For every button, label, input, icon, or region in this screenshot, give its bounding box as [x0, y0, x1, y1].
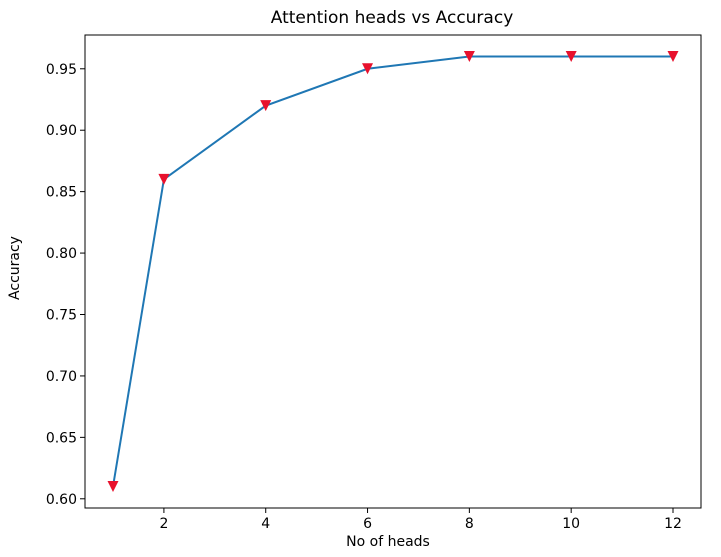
- y-tick-label: 0.95: [46, 62, 77, 78]
- y-tick-label: 0.85: [46, 185, 77, 201]
- y-tick-label: 0.65: [46, 430, 77, 446]
- x-axis-title: No of heads: [346, 534, 430, 550]
- x-tick-label: 2: [159, 516, 168, 532]
- data-point-marker: [107, 481, 119, 492]
- data-point-marker: [667, 51, 679, 62]
- y-tick-label: 0.70: [46, 369, 77, 385]
- data-point-marker: [158, 173, 170, 185]
- x-tick-label: 4: [261, 516, 270, 532]
- x-axis: 2 4 6 8 10 12: [159, 508, 682, 532]
- y-tick-label: 0.90: [46, 123, 77, 139]
- x-tick-label: 6: [363, 516, 372, 532]
- series-line: [112, 55, 673, 487]
- y-axis: 0.60 0.65 0.70 0.75 0.80 0.85 0.90 0.95: [46, 62, 85, 508]
- y-tick-label: 0.80: [46, 246, 77, 262]
- marker-layer: [107, 51, 679, 492]
- data-point-marker: [362, 63, 374, 75]
- x-tick-label: 8: [465, 516, 474, 532]
- x-tick-label: 12: [664, 516, 682, 532]
- data-point-marker: [565, 51, 577, 62]
- chart-title: Attention heads vs Accuracy: [271, 8, 514, 28]
- y-tick-label: 0.75: [46, 308, 77, 324]
- y-tick-label: 0.60: [46, 492, 77, 508]
- y-axis-title: Accuracy: [7, 236, 23, 300]
- plot-frame: [84, 34, 702, 509]
- data-point-marker: [463, 51, 475, 62]
- series-line-layer: [112, 55, 673, 487]
- x-tick-label: 10: [562, 516, 580, 532]
- data-point-marker: [260, 100, 272, 112]
